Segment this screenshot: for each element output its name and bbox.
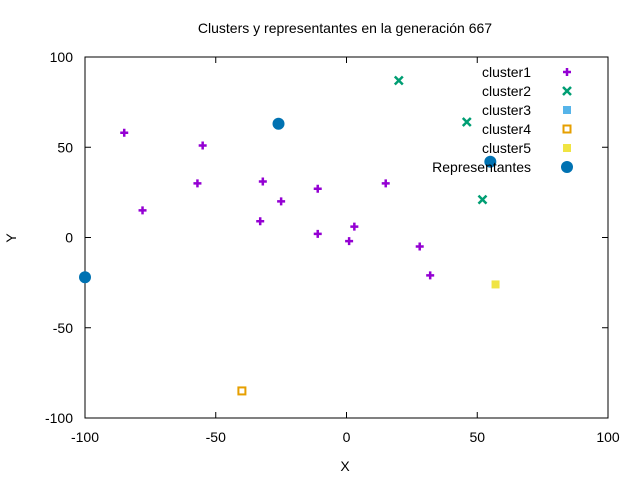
series-cluster2 — [393, 75, 488, 205]
x-tick-label: -100 — [71, 429, 99, 445]
legend-label: Representantes — [432, 159, 531, 175]
series-cluster5 — [491, 280, 500, 289]
data-point — [381, 179, 390, 188]
data-point — [491, 280, 500, 289]
data-point — [277, 197, 286, 206]
data-point — [258, 177, 267, 186]
data-point — [393, 75, 404, 86]
legend-marker — [562, 124, 572, 134]
series-cluster4 — [237, 386, 247, 396]
data-marks — [79, 75, 500, 396]
data-point — [461, 117, 472, 127]
data-point — [477, 194, 488, 205]
legend-marker — [563, 144, 571, 152]
y-tick-label: 0 — [65, 230, 73, 246]
x-tick-label: 50 — [469, 429, 485, 445]
legend-marker — [561, 161, 573, 173]
data-point — [350, 222, 359, 231]
y-tick-label: -50 — [53, 320, 73, 336]
data-point — [415, 242, 424, 251]
data-point — [237, 386, 247, 396]
x-tick-label: 0 — [343, 429, 351, 445]
axes — [84, 56, 609, 419]
x-tick-label: 100 — [596, 429, 620, 445]
legend: cluster1 cluster2 cluster3 cluster4 cluster5… — [432, 64, 573, 175]
data-point — [272, 117, 285, 130]
data-point — [345, 237, 354, 246]
x-tick-label: -50 — [206, 429, 226, 445]
legend-label: cluster1 — [482, 64, 531, 80]
data-point — [138, 206, 147, 215]
legend-marker — [563, 106, 571, 114]
data-point — [313, 229, 322, 238]
chart-title: Clusters y representantes en la generaci… — [198, 20, 492, 36]
y-axis-label: Y — [3, 233, 19, 243]
data-point — [198, 141, 207, 150]
legend-marker — [563, 68, 571, 76]
legend-label: cluster4 — [482, 121, 531, 137]
data-point — [426, 271, 435, 280]
x-axis-label: X — [340, 458, 350, 474]
y-tick-label: 100 — [50, 49, 74, 65]
legend-label: cluster2 — [482, 83, 531, 99]
tick-labels: -100 -50 0 50 100 -100 -50 0 50 100 — [45, 49, 620, 445]
data-point — [193, 179, 202, 188]
y-tick-label: 50 — [57, 139, 73, 155]
data-point — [484, 155, 497, 168]
series-cluster1 — [120, 128, 435, 280]
data-point — [79, 271, 91, 284]
y-tick-label: -100 — [45, 410, 73, 426]
data-point — [120, 128, 129, 137]
data-point — [256, 217, 265, 226]
legend-label: cluster3 — [482, 102, 531, 118]
series-representantes — [79, 117, 497, 284]
data-point — [313, 184, 322, 193]
legend-marker — [562, 86, 572, 96]
legend-label: cluster5 — [482, 140, 531, 156]
